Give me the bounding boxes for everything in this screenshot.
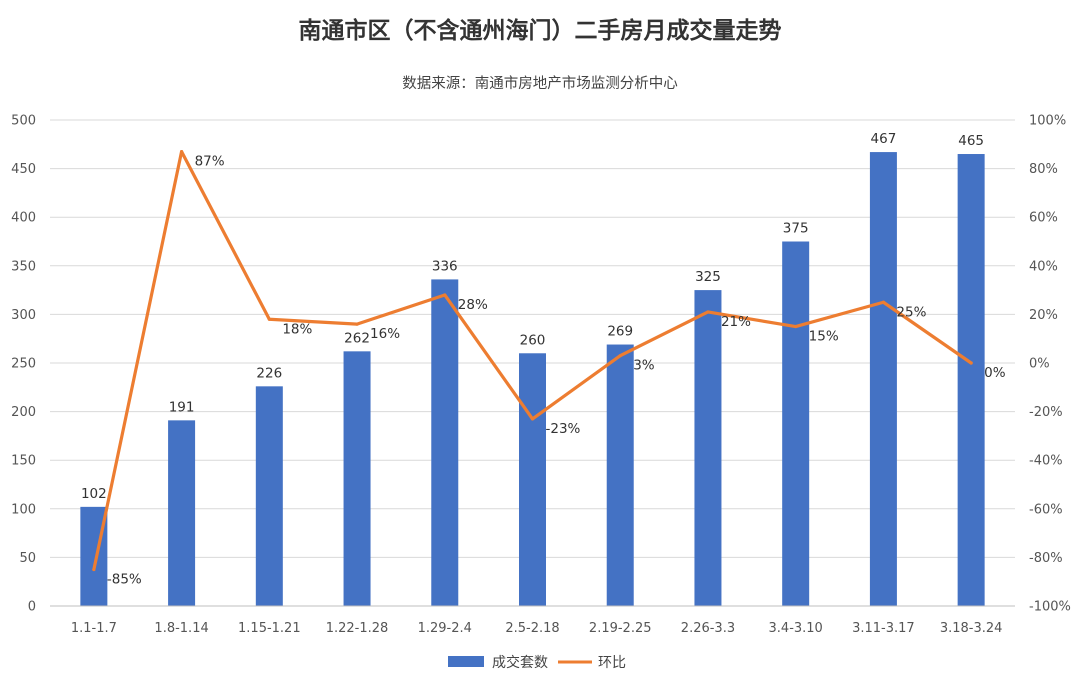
bar-value-label: 467 — [871, 131, 897, 147]
data-labels: 102 191 226 262 336 260 269 325 375 467 465 -85% 87%… — [81, 131, 1006, 587]
line-point — [706, 310, 710, 314]
line-point — [969, 361, 973, 365]
y-left-tick-label: 0 — [28, 600, 36, 615]
y-left-tick-label: 300 — [11, 308, 36, 323]
bar-value-label: 260 — [520, 332, 546, 348]
bar-value-label: 262 — [344, 330, 370, 346]
line-point — [530, 417, 535, 421]
legend-label-line: 环比 — [598, 655, 626, 671]
line-value-label: 0% — [984, 365, 1006, 381]
bar-value-label: 191 — [169, 399, 195, 415]
bar — [869, 152, 897, 607]
x-tick-label: 3.4-3.10 — [769, 621, 823, 636]
x-tick-label: 2.5-2.18 — [505, 621, 559, 636]
bar — [343, 351, 371, 606]
bar-value-label: 465 — [958, 133, 984, 149]
line-point — [92, 567, 96, 572]
line-value-label: 87% — [195, 154, 225, 170]
bar-value-label: 102 — [81, 486, 107, 502]
line-value-label: 25% — [896, 304, 926, 320]
x-tick-label: 1.8-1.14 — [154, 621, 208, 636]
bar-value-label: 325 — [695, 269, 721, 285]
x-tick-label: 1.29-2.4 — [418, 621, 472, 636]
y-right-tick-label: -40% — [1029, 454, 1063, 469]
bar — [694, 290, 722, 606]
y-left-tick-label: 400 — [11, 211, 36, 226]
y-left-tick-label: 350 — [11, 259, 36, 274]
x-tick-label: 3.11-3.17 — [852, 621, 915, 636]
bar-value-label: 336 — [432, 258, 458, 274]
bar — [255, 386, 283, 606]
x-tick-label: 2.19-2.25 — [589, 621, 652, 636]
legend[interactable]: 成交套数 环比 — [448, 654, 626, 671]
x-tick-label: 2.26-3.3 — [681, 621, 735, 636]
y-right-tick-label: 20% — [1029, 308, 1058, 323]
bar — [168, 420, 196, 606]
line-value-label: 3% — [633, 358, 655, 374]
line-value-label: 21% — [721, 314, 751, 330]
y-left-tick-label: 500 — [11, 114, 36, 129]
line-value-label: 16% — [370, 326, 400, 342]
axis-ticks: 0 -100% 50 -80% 100 -60% 150 -40% 200 -20% 250 0% 30… — [11, 114, 1071, 637]
y-left-tick-label: 200 — [11, 405, 36, 420]
y-right-tick-label: 100% — [1029, 114, 1066, 129]
bar — [782, 241, 810, 606]
y-right-tick-label: -20% — [1029, 405, 1063, 420]
line-point — [881, 300, 886, 304]
line-point — [267, 317, 271, 321]
bar — [957, 154, 985, 606]
line-point — [355, 322, 359, 326]
bar-value-label: 226 — [256, 365, 282, 381]
bar-value-label: 375 — [783, 221, 809, 237]
y-left-tick-label: 150 — [11, 454, 36, 469]
bar — [519, 353, 546, 606]
y-right-tick-label: -80% — [1029, 551, 1063, 566]
bar — [606, 344, 634, 606]
legend-label-bar: 成交套数 — [492, 654, 548, 671]
x-tick-label: 1.1-1.7 — [71, 621, 117, 636]
legend-swatch-bar — [448, 656, 484, 667]
line-series — [92, 149, 973, 572]
y-left-tick-label: 50 — [19, 551, 36, 566]
line-value-label: 15% — [809, 329, 839, 345]
line-value-label: 28% — [458, 297, 488, 313]
y-right-tick-label: 40% — [1029, 259, 1058, 274]
y-right-tick-label: -100% — [1029, 600, 1071, 615]
line-value-label: -85% — [107, 572, 142, 588]
bar-series — [80, 152, 985, 607]
line-point — [179, 149, 184, 154]
chart-title: 南通市区（不含通州海门）二手房月成交量走势 — [299, 17, 782, 44]
y-left-tick-label: 250 — [11, 357, 36, 372]
x-tick-label: 1.15-1.21 — [238, 621, 301, 636]
chart-subtitle: 数据来源：南通市房地产市场监测分析中心 — [402, 75, 678, 92]
y-right-tick-label: -60% — [1029, 502, 1063, 517]
y-left-tick-label: 100 — [11, 502, 36, 517]
line-value-label: 18% — [282, 321, 312, 337]
line-point — [794, 324, 798, 329]
x-tick-label: 3.18-3.24 — [940, 621, 1003, 636]
line-point — [618, 354, 622, 358]
line-point — [443, 293, 447, 297]
line-value-label: -23% — [546, 421, 581, 437]
bar-value-label: 269 — [607, 324, 633, 340]
y-right-tick-label: 80% — [1029, 162, 1058, 177]
y-right-tick-label: 60% — [1029, 211, 1058, 226]
y-right-tick-label: 0% — [1029, 357, 1050, 372]
x-tick-label: 1.22-1.28 — [326, 621, 389, 636]
bar — [431, 279, 459, 606]
y-left-tick-label: 450 — [11, 162, 36, 177]
